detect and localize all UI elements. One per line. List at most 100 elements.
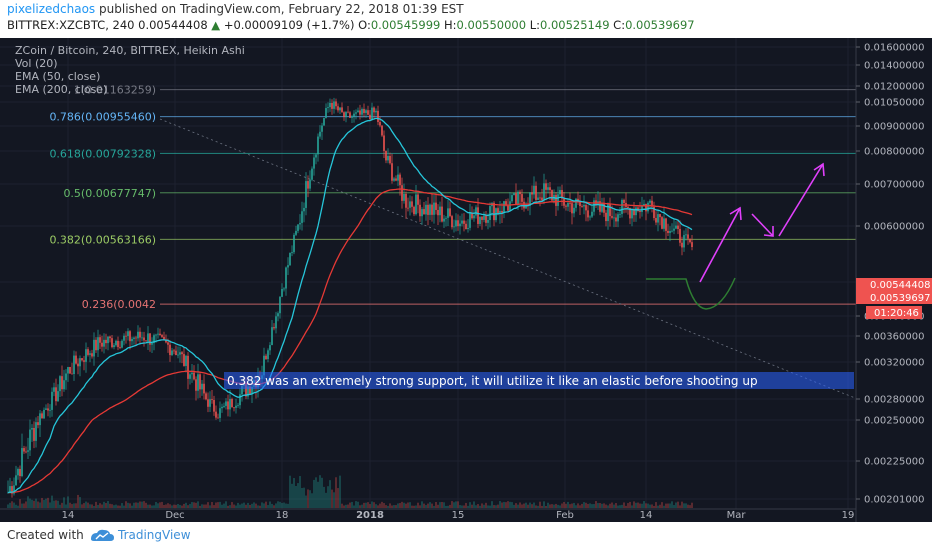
volume-bar (369, 504, 371, 508)
volume-bar (273, 505, 275, 508)
volume-bar (431, 503, 433, 508)
volume-bar (425, 505, 427, 508)
price-tick-label: 0.00360000 (864, 332, 924, 343)
candle (35, 422, 37, 441)
published-text: published on TradingView.com, February 2… (99, 2, 464, 16)
candle (405, 193, 407, 208)
candle (471, 212, 473, 219)
candle (45, 408, 47, 410)
candle (239, 394, 241, 406)
candle (43, 409, 45, 419)
candle (97, 337, 99, 351)
volume-bar (599, 503, 601, 508)
candle (75, 355, 77, 364)
candle (219, 408, 221, 418)
author-link[interactable]: pixelizedchaos (7, 2, 96, 16)
volume-bar (537, 505, 539, 508)
candle (465, 223, 467, 230)
price-tick-label: 0.01050000 (864, 98, 924, 109)
volume-bar (265, 501, 267, 508)
candle (133, 337, 135, 339)
candle (423, 209, 425, 215)
volume-bar (567, 501, 569, 508)
candle (307, 181, 309, 189)
volume-bar (141, 501, 143, 508)
candle (583, 205, 585, 207)
volume-bar (503, 501, 505, 508)
volume-bar (617, 505, 619, 508)
volume-bar (83, 503, 85, 508)
candle (367, 110, 369, 115)
volume-bar (623, 502, 625, 508)
candle (207, 399, 209, 407)
candle (251, 386, 253, 395)
candle (407, 207, 409, 209)
volume-bar (521, 504, 523, 508)
candle (267, 350, 269, 360)
volume-bar (427, 503, 429, 508)
candle (17, 468, 19, 476)
volume-bar (611, 502, 613, 508)
tradingview-logo-icon[interactable] (89, 528, 115, 542)
candle (9, 486, 11, 493)
vol-indicator-label[interactable]: Vol (20) (15, 57, 58, 70)
candle (365, 110, 367, 113)
candle (481, 216, 483, 220)
chart-svg[interactable]: 1(0.01163259) 0.786(0.00955460) 0.618(0.00… (0, 38, 932, 522)
volume-bar (137, 502, 139, 508)
volume-bar (593, 504, 595, 508)
candle (27, 450, 29, 452)
volume-bar (209, 505, 211, 508)
volume-bar (101, 504, 103, 508)
ema50-indicator-label[interactable]: EMA (50, close) (15, 70, 100, 83)
volume-bar (311, 493, 313, 508)
volume-bar (35, 498, 37, 508)
candle (657, 214, 659, 223)
close-label: C: (613, 18, 626, 32)
ema200-indicator-label[interactable]: EMA (200, close) (15, 83, 107, 96)
candle (289, 252, 291, 266)
volume-bar (71, 504, 73, 508)
candle (521, 194, 523, 202)
candle (277, 313, 279, 317)
candle (191, 372, 193, 375)
volume-bar (169, 504, 171, 508)
candle (537, 197, 539, 200)
candle (211, 399, 213, 401)
volume-bar (685, 503, 687, 508)
time-axis[interactable]: 14 Dec 18 2018 15 Feb 14 Mar 19 (62, 510, 855, 521)
candle (433, 202, 435, 215)
candle (617, 214, 619, 222)
volume-bar (347, 504, 349, 508)
volume-bar (661, 502, 663, 508)
volume-bar (299, 476, 301, 508)
candle (479, 216, 481, 224)
volume-bar (615, 503, 617, 508)
candle (265, 355, 267, 360)
volume-bar (625, 505, 627, 508)
tradingview-brand[interactable]: TradingView (118, 528, 191, 542)
volume-bar (125, 501, 127, 508)
volume-bar (243, 502, 245, 508)
arrow-up-1 (699, 207, 741, 283)
volume-bar (293, 478, 295, 508)
volume-bar (649, 504, 651, 508)
candle (47, 408, 49, 411)
candle (651, 200, 653, 207)
candle (483, 215, 485, 220)
indicator-legend[interactable]: ZCoin / Bitcoin, 240, BITTREX, Heikin As… (15, 44, 245, 96)
volume-bar (499, 501, 501, 508)
candle (391, 163, 393, 181)
candle (107, 336, 109, 344)
candle (21, 448, 23, 477)
time-tick-label: Feb (556, 510, 574, 521)
annotation-box[interactable]: 0.382 was an extremely strong support, i… (224, 372, 854, 389)
volume-bar (563, 501, 565, 508)
candle (655, 218, 657, 223)
volume-bar (379, 503, 381, 508)
volume-bar (581, 503, 583, 508)
candle (593, 200, 595, 212)
volume-bar (551, 504, 553, 508)
chart-area[interactable]: 1(0.01163259) 0.786(0.00955460) 0.618(0.00… (0, 38, 932, 522)
volume-bar (399, 503, 401, 508)
